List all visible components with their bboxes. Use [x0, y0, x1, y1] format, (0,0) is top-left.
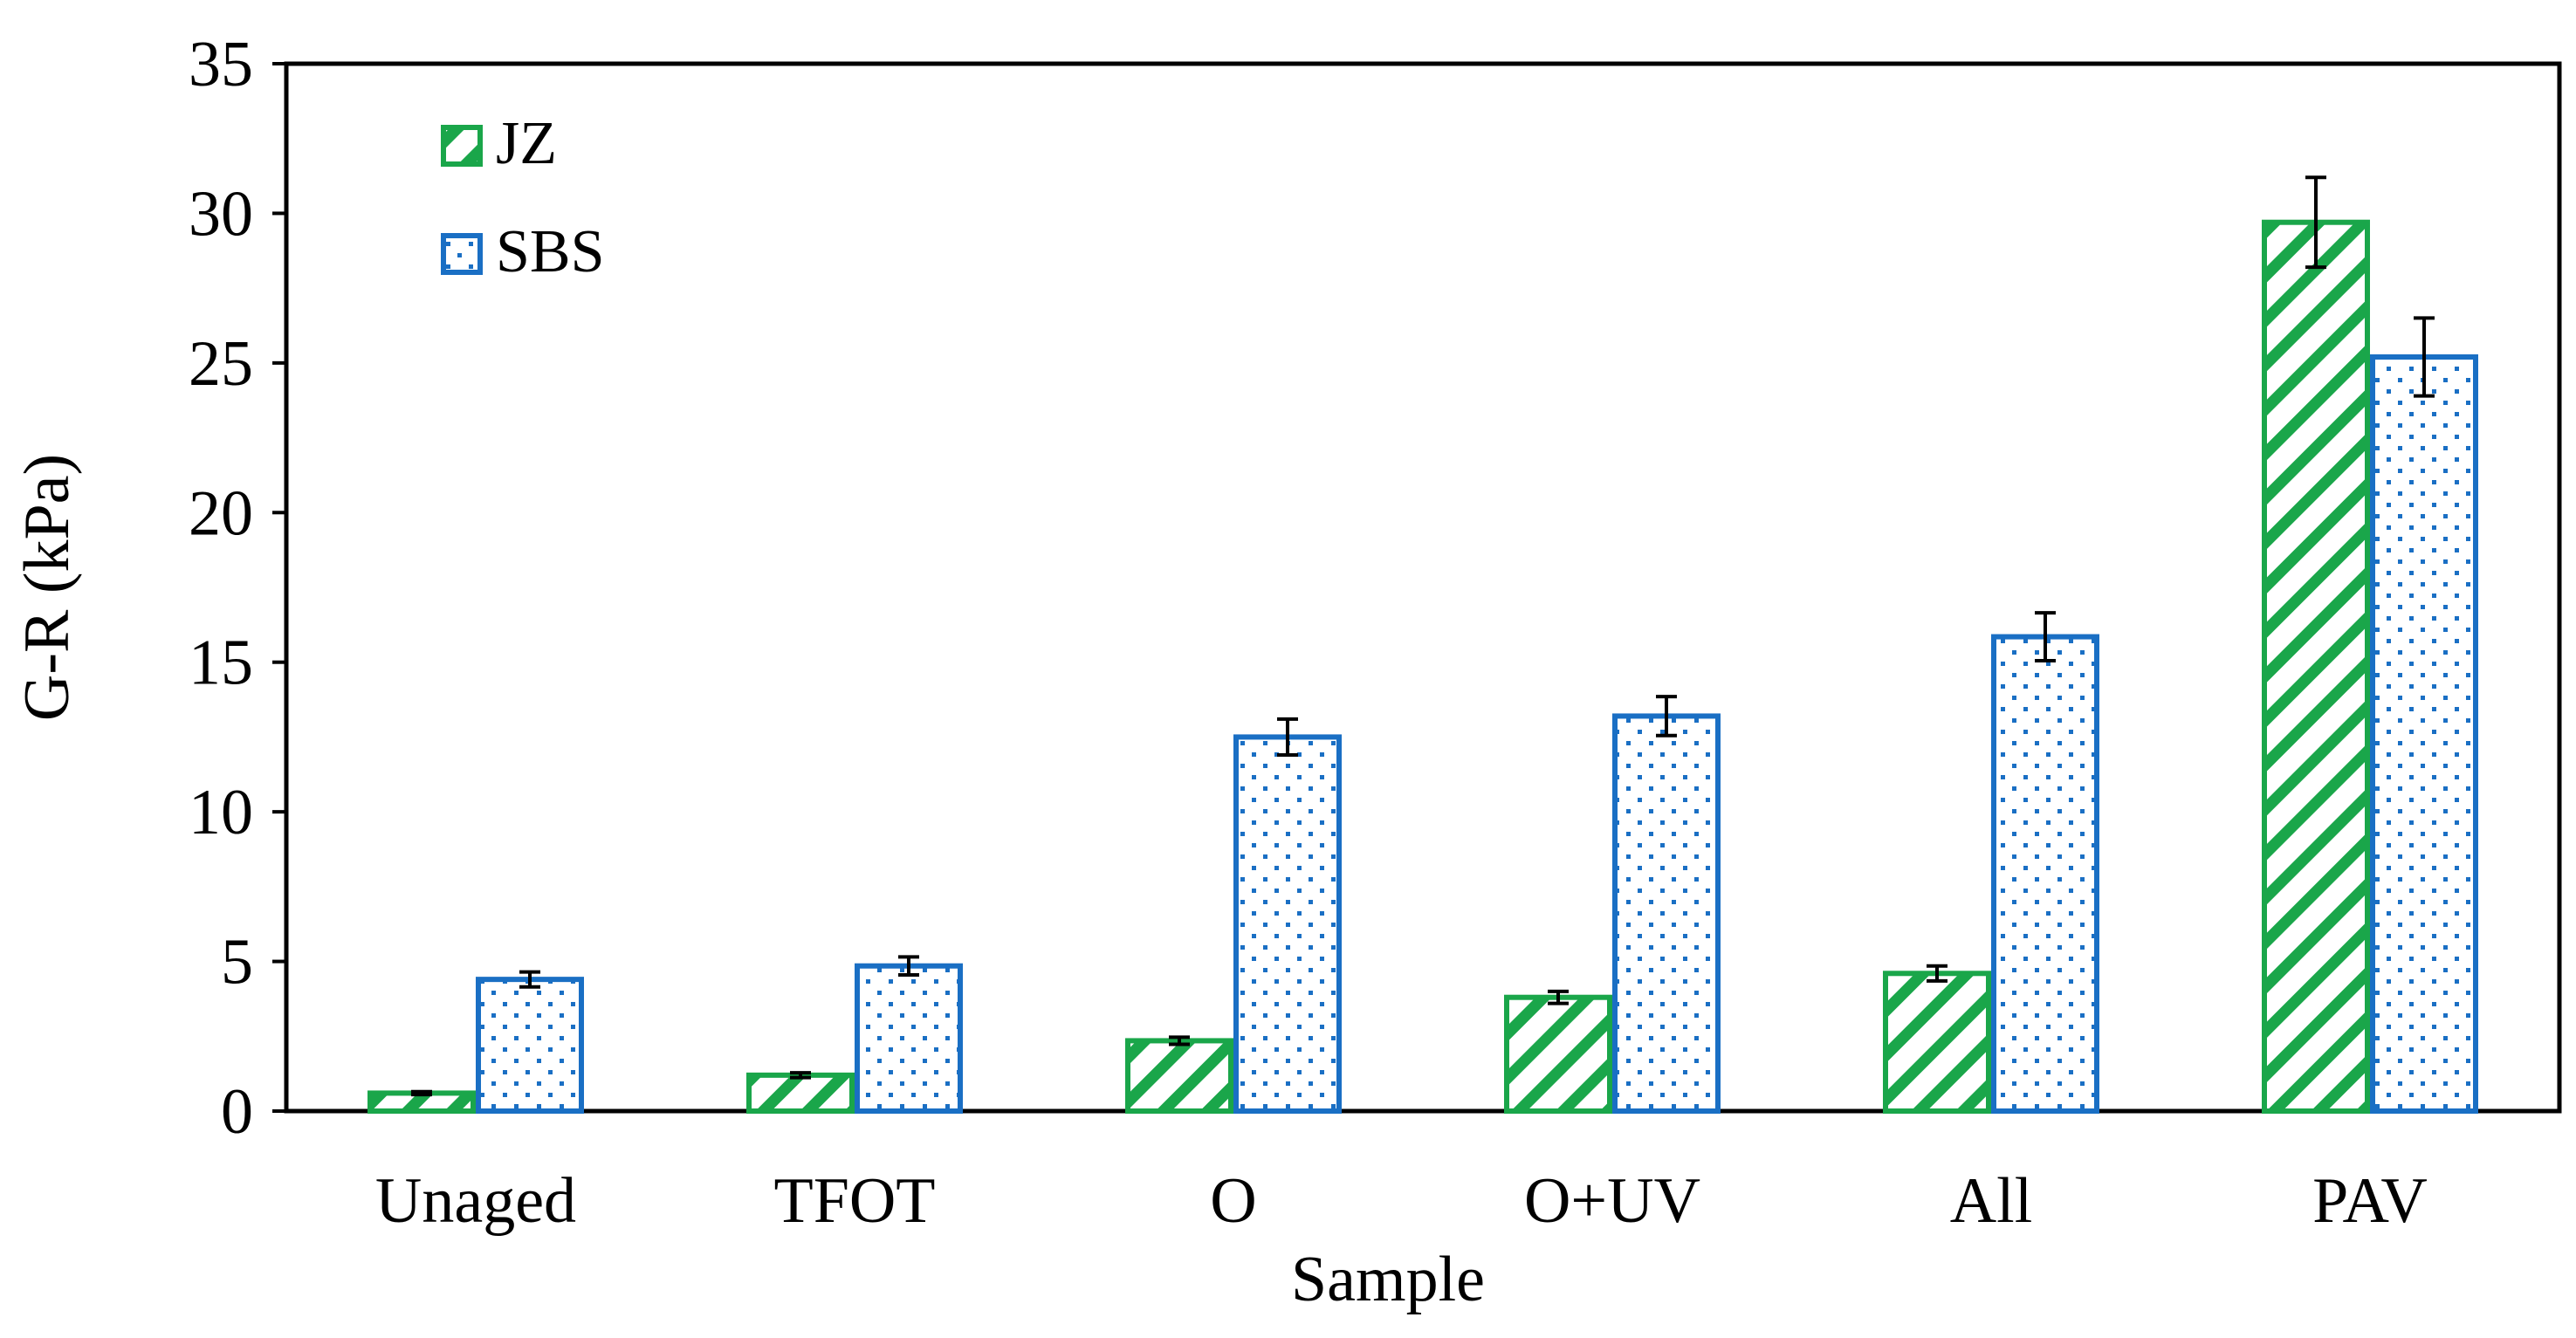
legend-item-jz: JZ [441, 110, 557, 177]
bar-sbs-o-uv [1612, 713, 1721, 1115]
bar-sbs-pav [2370, 354, 2478, 1114]
y-tick-label: 10 [189, 777, 253, 848]
x-tick-label-all: All [1950, 1165, 2033, 1237]
x-axis: Unaged TFOT O O+UV All PAV [375, 1165, 2428, 1237]
bar-jz-o-uv [1504, 994, 1612, 1114]
error-bar-jz-unaged [411, 1089, 432, 1097]
error-bar-jz-o-uv [1548, 989, 1569, 1005]
y-tick-label: 5 [221, 927, 253, 998]
bar-sbs-all [1991, 634, 2099, 1114]
error-bars-layer [411, 175, 2435, 1097]
error-bar-sbs-unaged [519, 970, 540, 989]
error-bar-sbs-tfot [898, 955, 919, 977]
y-tick-label: 30 [189, 178, 253, 250]
plot-area [284, 61, 2562, 1114]
x-tick-label-o: O [1210, 1165, 1256, 1237]
bar-sbs-tfot [855, 963, 963, 1114]
bar-sbs-unaged [476, 977, 584, 1114]
error-bar-sbs-o [1277, 717, 1298, 757]
bar-jz-tfot [746, 1072, 855, 1115]
error-bar-sbs-all [2035, 611, 2056, 662]
x-tick-label-o-uv: O+UV [1524, 1165, 1700, 1237]
bar-jz-o [1125, 1038, 1233, 1115]
y-tick-label: 35 [189, 29, 253, 100]
legend-item-sbs: SBS [441, 218, 605, 285]
legend-label-jz: JZ [496, 110, 557, 177]
x-tick-label-pav: PAV [2312, 1165, 2428, 1237]
bar-jz-pav [2262, 219, 2370, 1114]
legend-swatch-jz [441, 125, 483, 167]
error-bar-jz-all [1927, 964, 1947, 983]
error-bar-sbs-pav [2414, 316, 2435, 398]
error-bar-sbs-o-uv [1656, 695, 1677, 738]
bar-jz-all [1883, 971, 1991, 1115]
x-tick-label-tfot: TFOT [774, 1165, 936, 1237]
legend-swatch-sbs [441, 233, 483, 275]
error-bar-jz-tfot [790, 1071, 811, 1080]
y-tick-label: 0 [221, 1076, 253, 1148]
y-axis: 0 5 10 15 20 25 30 35 [189, 29, 286, 1148]
legend-label-sbs: SBS [496, 218, 605, 285]
bars-layer [368, 219, 2478, 1115]
bar-sbs-o [1233, 734, 1342, 1115]
error-bar-jz-o [1169, 1035, 1190, 1046]
y-tick-label: 25 [189, 328, 253, 400]
y-axis-title: G-R (kPa) [11, 454, 83, 721]
y-tick-label: 20 [189, 477, 253, 549]
x-axis-title: Sample [1291, 1244, 1485, 1315]
error-bar-jz-pav [2305, 175, 2326, 270]
legend: JZ SBS [441, 110, 605, 285]
x-tick-label-unaged: Unaged [375, 1165, 576, 1237]
y-tick-label: 15 [189, 628, 253, 699]
